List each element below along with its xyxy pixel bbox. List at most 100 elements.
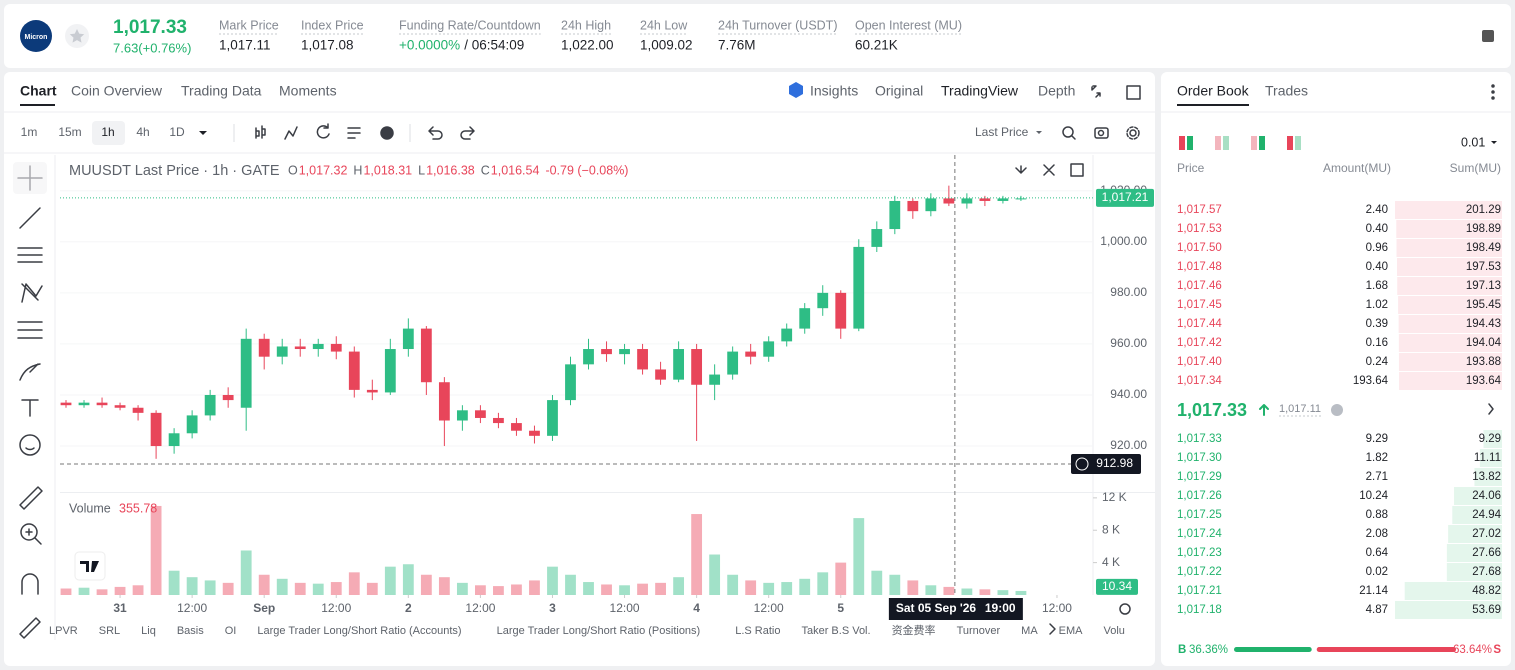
interval[interactable]: 1D	[169, 125, 185, 139]
book-price[interactable]: 1,017.40	[1177, 356, 1222, 368]
candle-body	[168, 433, 180, 447]
book-price[interactable]: 1,017.18	[1177, 604, 1222, 616]
book-price[interactable]: 1,017.44	[1177, 318, 1222, 330]
tool-selected	[13, 162, 47, 194]
book-price[interactable]: 1,017.23	[1177, 547, 1222, 559]
interval[interactable]: 1m	[21, 125, 38, 139]
indicator[interactable]: MA	[1021, 625, 1038, 637]
volume-bar	[1015, 590, 1027, 595]
view-tab[interactable]: Original	[875, 83, 923, 99]
book-tab[interactable]: Order Book	[1177, 83, 1250, 99]
book-price[interactable]: 1,017.42	[1177, 337, 1222, 349]
layout-icon[interactable]	[1215, 136, 1221, 150]
book-price[interactable]: 1,017.53	[1177, 223, 1222, 235]
volume-bar	[925, 585, 937, 595]
indicator[interactable]: L.S Ratio	[735, 625, 780, 637]
book-price[interactable]: 1,017.48	[1177, 261, 1222, 273]
book-price[interactable]: 1,017.33	[1177, 433, 1222, 445]
volume-bar	[799, 578, 811, 595]
chart-tab[interactable]: Moments	[279, 83, 337, 99]
indicator[interactable]: Taker B.S Vol.	[801, 625, 870, 637]
candle-body	[889, 200, 901, 230]
book-sum: 27.02	[1472, 528, 1501, 540]
layout-icon[interactable]	[1287, 136, 1293, 150]
book-price[interactable]: 1,017.57	[1177, 204, 1222, 216]
indicator[interactable]: Basis	[177, 625, 204, 637]
book-sum: 27.66	[1472, 547, 1501, 559]
layout-icon[interactable]	[1223, 136, 1229, 150]
view-tab[interactable]: Depth	[1038, 83, 1075, 99]
book-price[interactable]: 1,017.22	[1177, 566, 1222, 578]
column: Price	[1177, 161, 1205, 175]
candle-body	[294, 346, 306, 350]
view-tab[interactable]: Insights	[810, 83, 858, 99]
sell-tag: S	[1493, 644, 1501, 656]
interval[interactable]: 1h	[101, 125, 114, 139]
indicator[interactable]: LPVR	[49, 625, 78, 637]
volume-bar	[438, 577, 450, 595]
interval[interactable]: 4h	[136, 125, 149, 139]
layout-icon[interactable]	[1259, 136, 1265, 150]
chart-tab[interactable]: Coin Overview	[71, 83, 163, 99]
indicator[interactable]: Volu	[1104, 625, 1125, 637]
layout-icon[interactable]	[1251, 136, 1257, 150]
volume-bar	[637, 583, 648, 595]
candle-body	[907, 200, 919, 212]
book-price[interactable]: 1,017.34	[1177, 375, 1222, 387]
book-price[interactable]: 1,017.46	[1177, 280, 1222, 292]
book-sum: 53.69	[1472, 604, 1501, 616]
indicator[interactable]: Large Trader Long/Short Ratio (Positions…	[497, 625, 701, 637]
volume-bar	[691, 514, 703, 595]
view-tab[interactable]: TradingView	[941, 83, 1019, 99]
book-price[interactable]: 1,017.21	[1177, 585, 1222, 597]
volume-title: Volume	[69, 501, 111, 515]
volume-bar	[889, 574, 901, 595]
stat-label: 24h Low	[640, 18, 688, 32]
indicator[interactable]: OI	[225, 625, 237, 637]
layout-icon[interactable]	[1187, 136, 1193, 150]
indicator[interactable]: EMA	[1059, 625, 1084, 637]
book-amount: 0.24	[1366, 356, 1389, 368]
book-amount: 0.96	[1366, 242, 1388, 254]
indicator[interactable]: Liq	[141, 625, 156, 637]
volume-bar	[763, 582, 775, 595]
book-tab[interactable]: Trades	[1265, 83, 1308, 99]
x-tick-label: 12:00	[610, 601, 640, 615]
price-type[interactable]: Last Price	[975, 125, 1029, 139]
book-price[interactable]: 1,017.30	[1177, 452, 1222, 464]
menu-icon[interactable]	[1482, 30, 1494, 42]
price-change: 7.63(+0.76%)	[113, 40, 191, 55]
tradingview-mark	[80, 561, 99, 572]
indicator[interactable]: Turnover	[957, 625, 1001, 637]
depth-bar	[1479, 449, 1502, 467]
depth-bar	[1448, 525, 1502, 543]
book-price[interactable]: 1,017.45	[1177, 299, 1222, 311]
interval[interactable]: 15m	[58, 125, 81, 139]
book-price[interactable]: 1,017.24	[1177, 528, 1222, 540]
indicator[interactable]: Large Trader Long/Short Ratio (Accounts)	[257, 625, 461, 637]
sell-ratio: 63.64%	[1453, 644, 1492, 656]
chart-tab[interactable]: Trading Data	[181, 83, 262, 99]
legend-label: C	[481, 163, 490, 177]
layout-icon[interactable]	[1295, 136, 1301, 150]
indicator[interactable]: 资金费率	[892, 623, 936, 637]
dropdown-arrow	[1036, 131, 1042, 134]
volume-bar	[475, 585, 486, 595]
stat-value: 1,009.02	[640, 38, 693, 53]
book-price[interactable]: 1,017.50	[1177, 242, 1222, 254]
volume-bar	[565, 574, 576, 595]
precision[interactable]: 0.01	[1461, 135, 1485, 149]
chart-tab[interactable]: Chart	[20, 83, 57, 99]
volume-bar	[529, 580, 540, 595]
layout-icon[interactable]	[1179, 136, 1185, 150]
depth-bar	[1446, 544, 1502, 562]
book-price[interactable]: 1,017.29	[1177, 471, 1222, 483]
book-price[interactable]: 1,017.26	[1177, 490, 1222, 502]
book-price[interactable]: 1,017.25	[1177, 509, 1222, 521]
indicator[interactable]: SRL	[99, 625, 120, 637]
volume-bar	[835, 562, 847, 595]
candle-body	[709, 374, 721, 385]
stat-value: 1,017.08	[301, 38, 354, 53]
chart-panel	[4, 72, 1155, 666]
